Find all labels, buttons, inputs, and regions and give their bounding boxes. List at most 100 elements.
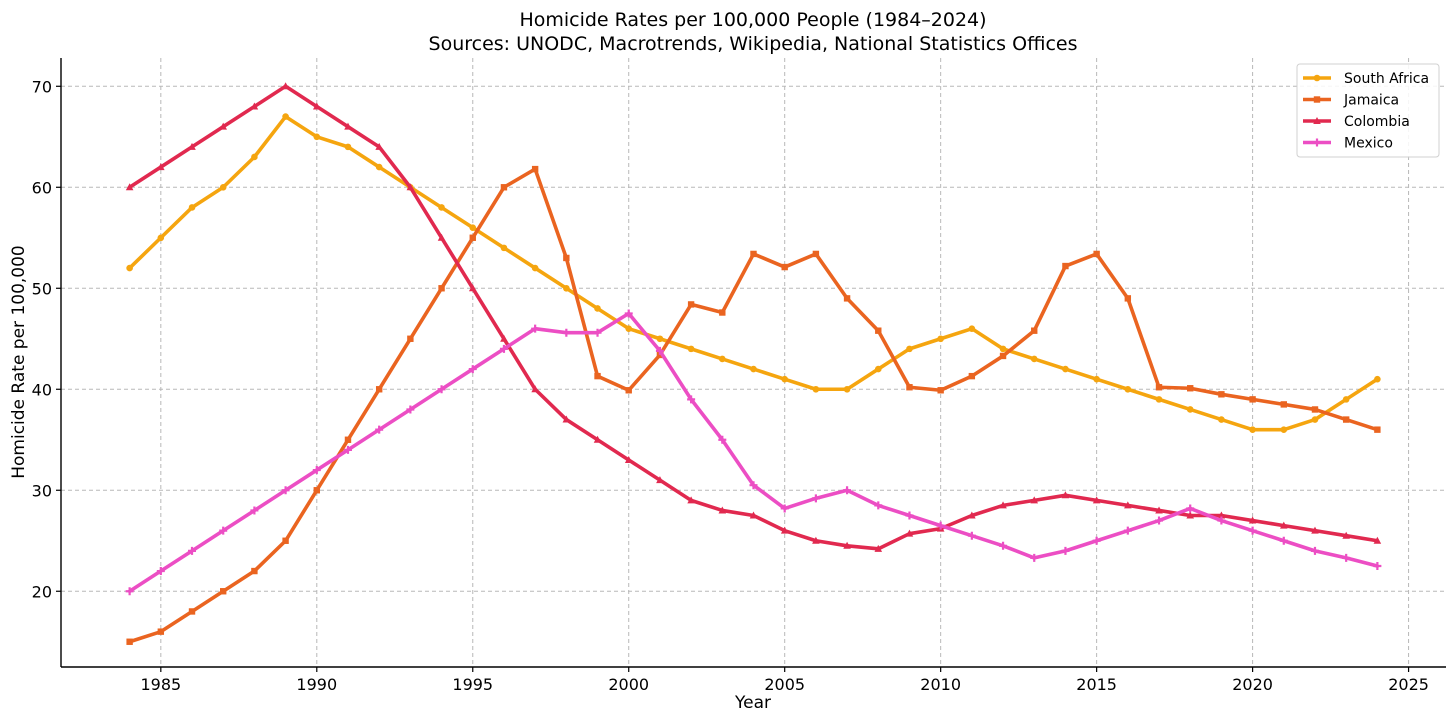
data-point-jamaica: [220, 588, 227, 595]
legend-marker-colombia: [1313, 117, 1321, 124]
data-point-south-africa: [1062, 365, 1069, 373]
x-tick-label: 1985: [140, 675, 181, 694]
data-point-mexico: [999, 541, 1008, 550]
data-point-south-africa: [937, 335, 944, 343]
y-tick-label: 50: [32, 279, 52, 298]
data-point-jamaica: [251, 567, 258, 575]
data-point-south-africa: [1186, 406, 1194, 413]
data-point-colombia: [1186, 511, 1195, 519]
legend-marker-jamaica: [1313, 96, 1321, 103]
data-point-south-africa: [313, 133, 321, 141]
data-point-south-africa: [999, 345, 1007, 353]
data-point-south-africa: [438, 204, 445, 211]
data-point-jamaica: [1374, 426, 1381, 433]
data-point-colombia: [624, 455, 633, 463]
data-point-south-africa: [375, 163, 383, 171]
data-point-mexico: [188, 546, 197, 555]
data-point-colombia: [593, 435, 602, 443]
series-colombia: [125, 82, 1382, 552]
data-point-south-africa: [344, 143, 352, 151]
data-point-south-africa: [282, 113, 289, 120]
data-point-mexico: [749, 481, 758, 490]
data-point-colombia: [1279, 521, 1288, 529]
data-point-south-africa: [251, 153, 258, 161]
data-point-south-africa: [1311, 416, 1319, 423]
data-point-south-africa: [157, 234, 165, 242]
data-point-jamaica: [407, 335, 414, 342]
data-point-mexico: [156, 567, 165, 576]
data-point-colombia: [157, 163, 165, 171]
y-axis-label: Homicide Rate per 100,000: [9, 245, 29, 479]
data-point-colombia: [281, 82, 290, 90]
data-point-colombia: [250, 102, 259, 110]
data-point-mexico: [905, 511, 914, 520]
ticks: 1985 1990 1995 2000 2005 2010 2015 2020 20252030…: [32, 77, 1429, 694]
data-point-colombia: [437, 233, 446, 241]
legend-label-jamaica: Jamaica: [1343, 93, 1399, 109]
x-tick-label: 1990: [296, 675, 337, 694]
series-south-africa: [126, 113, 1381, 433]
data-point-jamaica: [656, 351, 664, 359]
series-jamaica: [126, 165, 1381, 645]
data-point-jamaica: [1311, 406, 1319, 413]
data-point-colombia: [375, 142, 383, 150]
data-point-colombia: [1248, 516, 1257, 524]
data-point-jamaica: [999, 352, 1007, 360]
data-point-jamaica: [781, 263, 788, 271]
data-point-mexico: [1217, 516, 1226, 525]
legend-item-mexico: Mexico: [1303, 136, 1393, 152]
data-point-colombia: [1124, 501, 1132, 509]
data-point-south-africa: [1155, 396, 1163, 403]
data-point-south-africa: [531, 264, 539, 272]
data-point-colombia: [125, 183, 134, 191]
data-point-colombia: [1342, 531, 1350, 539]
data-point-south-africa: [219, 183, 227, 191]
legend: South Africa Jamaica Colombia Mexico: [1296, 63, 1440, 158]
data-point-south-africa: [656, 335, 664, 343]
data-point-south-africa: [1249, 426, 1256, 433]
data-point-colombia: [999, 501, 1007, 509]
data-point-jamaica: [1249, 396, 1256, 403]
data-point-jamaica: [1218, 391, 1225, 398]
data-point-mexico: [375, 425, 384, 434]
legend-label-colombia: Colombia: [1344, 114, 1410, 130]
data-point-jamaica: [750, 250, 757, 258]
data-point-jamaica: [126, 638, 133, 645]
data-point-colombia: [344, 122, 352, 130]
data-point-mexico: [1155, 516, 1164, 525]
data-point-colombia: [312, 102, 321, 110]
data-point-jamaica: [500, 184, 508, 191]
data-point-mexico: [219, 526, 228, 535]
data-point-colombia: [500, 334, 508, 342]
data-point-colombia: [780, 526, 789, 534]
legend-item-jamaica: Jamaica: [1303, 93, 1399, 109]
data-point-mexico: [780, 504, 789, 513]
data-point-jamaica: [875, 327, 882, 334]
data-point-colombia: [406, 183, 415, 191]
data-point-jamaica: [625, 387, 632, 394]
data-point-mexico: [343, 445, 352, 454]
data-point-mexico: [562, 328, 571, 337]
data-point-jamaica: [812, 250, 820, 258]
data-point-jamaica: [282, 537, 289, 544]
data-point-mexico: [655, 346, 664, 355]
data-point-colombia: [1373, 536, 1382, 544]
x-tick-label: 2005: [764, 675, 805, 694]
data-point-jamaica: [906, 384, 913, 391]
x-tick-label: 2025: [1388, 675, 1429, 694]
data-point-mexico: [437, 385, 446, 394]
data-point-colombia: [749, 511, 758, 519]
data-point-colombia: [656, 476, 664, 484]
legend-item-colombia: Colombia: [1303, 114, 1410, 130]
data-point-mexico: [687, 395, 696, 404]
data-point-colombia: [812, 536, 820, 544]
data-point-colombia: [188, 142, 196, 150]
data-point-colombia: [687, 496, 695, 504]
data-point-colombia: [468, 284, 477, 292]
x-axis-label: Year: [734, 693, 771, 713]
data-point-south-africa: [188, 204, 196, 211]
data-point-mexico: [1092, 536, 1101, 545]
data-point-mexico: [1186, 504, 1195, 513]
data-point-colombia: [874, 544, 883, 552]
legend-label-mexico: Mexico: [1344, 136, 1393, 152]
